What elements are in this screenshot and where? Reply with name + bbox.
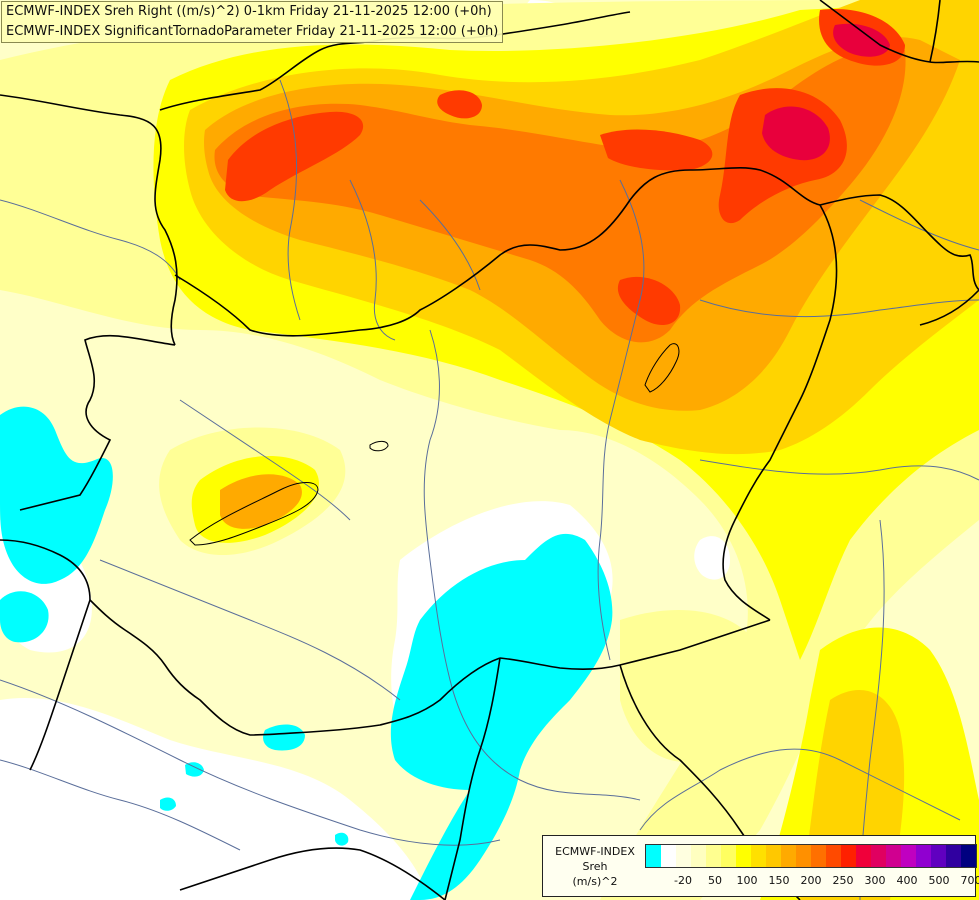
legend-parameter: Sreh	[582, 860, 608, 873]
legend-swatch	[706, 845, 721, 867]
border-serbia-croatia	[444, 657, 501, 900]
border-croatia-bosnia	[29, 599, 91, 771]
legend-swatch	[856, 845, 871, 867]
river-upper-left	[0, 199, 181, 281]
border-slovakia-hungary	[174, 166, 821, 337]
legend-tick-label: 300	[864, 874, 886, 887]
river-sava	[0, 679, 501, 846]
legend-ticks: -20 50 100 150 200 250 300 400 500 700	[643, 874, 979, 890]
legend-swatch	[841, 845, 856, 867]
river-tisza	[597, 179, 645, 661]
legend-tick-label: -20	[674, 874, 692, 887]
red-patch-northwest	[225, 111, 364, 202]
legend-swatches	[645, 844, 977, 868]
river-drava	[99, 559, 401, 701]
legend-tick-label: 400	[896, 874, 918, 887]
legend-tick-label: 250	[832, 874, 854, 887]
legend-tick-label: 50	[708, 874, 722, 887]
cyan-area-centre	[390, 533, 613, 900]
stp-contour-lake	[369, 440, 389, 452]
legend-swatch	[796, 845, 811, 867]
cyan-patch-southwest	[263, 724, 305, 751]
map-title: ECMWF-INDEX Sreh Right ((m/s)^2) 0-1km F…	[1, 1, 503, 43]
legend-swatch	[826, 845, 841, 867]
river-raba	[179, 399, 351, 521]
river-mures	[699, 459, 979, 481]
legend-swatch	[736, 845, 751, 867]
legend-tick-label: 150	[768, 874, 790, 887]
legend-model: ECMWF-INDEX	[555, 845, 635, 858]
title-line-stp: ECMWF-INDEX SignificantTornadoParameter …	[6, 24, 499, 39]
river-hron	[349, 179, 396, 341]
border-ukraine-romania	[819, 194, 979, 291]
red-patch-north	[600, 129, 713, 171]
red-patch-centre	[617, 276, 681, 325]
river-ipel	[419, 199, 481, 291]
border-hungary-croatia	[89, 599, 501, 736]
legend-swatch	[871, 845, 886, 867]
legend-title: ECMWF-INDEX Sreh (m/s)^2	[547, 844, 643, 889]
white-spot-east	[694, 536, 730, 580]
legend-tick-label: 500	[928, 874, 950, 887]
border-slovenia	[0, 539, 91, 601]
stp-contour-west	[189, 482, 319, 546]
legend-swatch	[931, 845, 946, 867]
color-legend: ECMWF-INDEX Sreh (m/s)^2 -20 50 100 150 200 2…	[542, 835, 979, 897]
legend-swatch	[751, 845, 766, 867]
river-morava	[639, 748, 961, 831]
river-west-lower	[0, 759, 241, 851]
legend-swatch	[916, 845, 931, 867]
cyan-patch-small-2	[160, 797, 176, 811]
legend-tick-label: 100	[736, 874, 758, 887]
stp-contour-east	[644, 343, 680, 393]
red-patch-upper-centre	[437, 90, 482, 119]
legend-swatch	[661, 845, 676, 867]
cyan-patch-small-3	[335, 832, 349, 846]
cyan-patch-west-lower	[0, 591, 49, 643]
legend-swatch	[811, 845, 826, 867]
border-bosnia-serbia	[179, 847, 446, 900]
title-line-sreh: ECMWF-INDEX Sreh Right ((m/s)^2) 0-1km F…	[6, 4, 492, 19]
river-somes	[699, 299, 979, 318]
crimson-patch-far-northeast	[833, 23, 890, 57]
river-danube	[423, 329, 641, 801]
lightyellow-patch-south	[620, 610, 762, 762]
legend-tick-label: 200	[800, 874, 822, 887]
legend-swatch	[676, 845, 691, 867]
border-east-upper	[929, 0, 941, 63]
border-czech-slovakia	[0, 94, 178, 346]
border-hungary-romania	[722, 204, 838, 621]
legend-swatch	[901, 845, 916, 867]
legend-swatch	[721, 845, 736, 867]
cyan-patch-small-1	[185, 762, 204, 777]
legend-swatch	[691, 845, 706, 867]
river-east-upper	[859, 199, 979, 251]
legend-swatch	[886, 845, 901, 867]
legend-swatch	[646, 845, 661, 867]
orange-patch-west	[220, 474, 302, 529]
legend-swatch	[961, 845, 976, 867]
rivers	[0, 79, 979, 900]
darkorange-area-north	[214, 47, 906, 343]
white-area-south	[0, 698, 430, 900]
border-austria-slovakia	[19, 334, 176, 511]
legend-tick-label: 700	[960, 874, 979, 887]
border-poland-ukraine	[819, 0, 979, 64]
legend-swatch	[766, 845, 781, 867]
border-ukraine-romania-east	[919, 289, 979, 326]
legend-unit: (m/s)^2	[572, 875, 618, 888]
river-vah	[279, 79, 301, 321]
legend-swatch	[781, 845, 796, 867]
cyan-area-west	[0, 406, 113, 584]
legend-swatch	[946, 845, 961, 867]
crimson-patch-northeast	[762, 106, 830, 161]
